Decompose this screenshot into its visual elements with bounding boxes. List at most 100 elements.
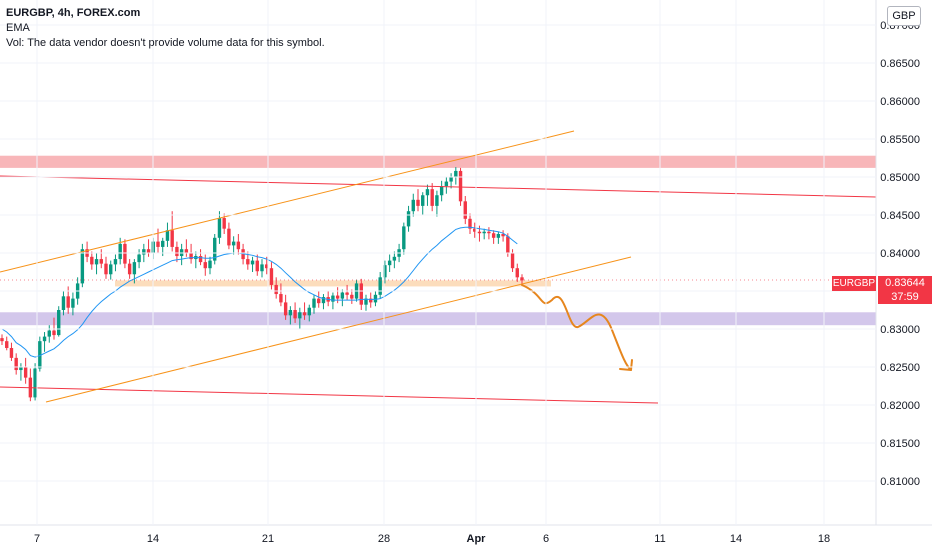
candle-body [250, 260, 255, 265]
candle-body [19, 367, 23, 371]
candle-body [269, 268, 274, 285]
candle-body [123, 243, 127, 264]
candle-body [42, 336, 47, 342]
candle-body [331, 295, 335, 302]
candle-body [255, 260, 259, 272]
candle-body [449, 177, 453, 182]
price-tick-label: 0.85500 [880, 134, 920, 146]
candle-body [170, 230, 174, 247]
symbol-price-badge: EURGBP [832, 276, 876, 291]
candle-body [80, 249, 85, 284]
time-tick-label: 14 [147, 533, 159, 545]
current-price-badge: 0.83644 [878, 276, 932, 290]
candle-body [387, 260, 392, 266]
price-axis: 0.870000.865000.860000.855000.850000.845… [0, 20, 920, 488]
candle-body [463, 201, 467, 219]
candle-body [335, 295, 340, 299]
candle-body [213, 237, 217, 261]
candle-body [161, 240, 165, 247]
countdown-badge: 37:59 [878, 290, 932, 304]
ema-layer [1, 226, 518, 358]
time-tick-label: 14 [730, 533, 742, 545]
candle-body [66, 296, 70, 308]
candle-body [279, 294, 283, 303]
candle-body [350, 294, 354, 299]
candle-body [364, 298, 368, 305]
candle-body [454, 170, 458, 177]
candle-body [283, 302, 288, 316]
candle-body [265, 264, 269, 269]
candle-body [9, 348, 14, 358]
candle-body [203, 262, 207, 269]
ema-line [1, 226, 518, 358]
candle-body [468, 218, 472, 229]
candle-body [421, 195, 425, 206]
price-tick-label: 0.82000 [880, 400, 920, 412]
upper-red-trendline [0, 175, 877, 198]
candle-body [491, 233, 496, 238]
candle-body [14, 357, 18, 371]
candle-body [184, 249, 189, 253]
candle-body [359, 283, 363, 305]
candle-body [458, 170, 463, 202]
candle-body [189, 253, 193, 260]
price-tick-label: 0.81000 [880, 476, 920, 488]
candle-body [506, 236, 510, 253]
candle-body [501, 234, 505, 237]
channel-upper-line [0, 130, 575, 273]
candle-body [274, 284, 278, 295]
candle-body [165, 230, 170, 241]
candle-body [510, 253, 515, 269]
candle-body [430, 189, 434, 206]
candle-body [118, 243, 122, 260]
support-zone [0, 312, 876, 326]
projection-curve [521, 284, 632, 371]
zones-layer [0, 155, 876, 326]
time-axis: 7 14 21 28 Apr 6 11 14 18 [34, 0, 830, 545]
candle-body [137, 254, 141, 263]
candle-body [496, 234, 501, 238]
candle-body [146, 249, 151, 253]
candle-body [127, 263, 132, 275]
candle-body [402, 226, 406, 250]
candle-body [231, 241, 236, 246]
candle-body [444, 181, 449, 187]
price-tick-label: 0.85000 [880, 172, 920, 184]
candle-body [109, 264, 113, 275]
candle-body [383, 265, 387, 278]
candle-body [416, 199, 420, 206]
time-tick-label: 21 [262, 533, 274, 545]
candle-body [217, 218, 222, 238]
candle-body [435, 195, 439, 206]
candle-body [369, 298, 373, 303]
candle-body [293, 310, 297, 319]
time-tick-label: 6 [543, 533, 549, 545]
candle-body [142, 249, 146, 255]
legend-indicator[interactable]: EMA [6, 22, 30, 34]
candle-body [482, 231, 486, 234]
candle-body [99, 259, 103, 264]
candle-body [439, 186, 444, 196]
candle-body [317, 298, 321, 304]
lower-red-trendline [0, 386, 659, 404]
candle-body [23, 367, 28, 378]
candle-body [378, 277, 382, 295]
currency-button[interactable]: GBP [887, 6, 921, 26]
price-tick-label: 0.86000 [880, 96, 920, 108]
candle-body [236, 241, 241, 250]
candle-body [198, 256, 203, 263]
candle-body [298, 312, 302, 319]
candle-body [5, 341, 9, 348]
candle-body [425, 189, 430, 196]
candle-body [208, 260, 212, 269]
candles-layer [0, 167, 524, 402]
level-zone [115, 280, 551, 287]
price-tick-label: 0.84000 [880, 248, 920, 260]
candle-body [38, 341, 42, 369]
candle-body [0, 338, 4, 342]
legend-volume-note: Vol: The data vendor doesn't provide vol… [6, 37, 325, 49]
candle-body [61, 296, 66, 310]
legend-title[interactable]: EURGBP, 4h, FOREX.com [6, 7, 141, 19]
